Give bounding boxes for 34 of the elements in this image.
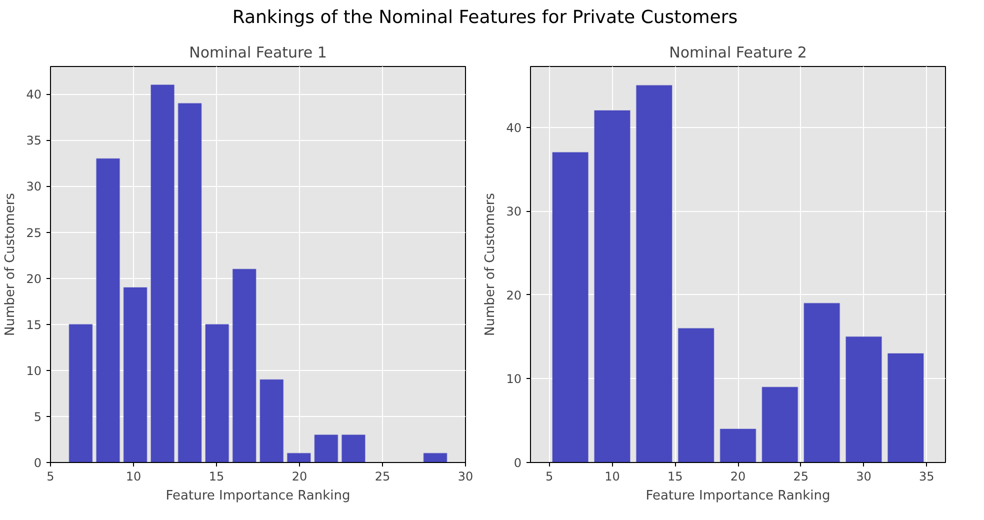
y-tick-label: 25: [26, 226, 42, 240]
x-tick-label: 20: [730, 470, 746, 484]
x-tick-label: 35: [919, 470, 934, 484]
y-tick-label: 40: [26, 88, 42, 102]
y-tick-label: 20: [26, 272, 42, 286]
text: Rankings of the Nominal Features for Private Customers: [232, 6, 738, 30]
y-tick-label: 15: [26, 318, 42, 332]
x-tick-label: 15: [208, 470, 224, 484]
y-tick-label: 0: [34, 456, 42, 470]
x-axis-title: Feature Importance Ranking: [646, 488, 830, 504]
y-tick-label: 10: [506, 372, 522, 386]
x-tick-label: 5: [546, 470, 554, 484]
y-tick-label: 35: [26, 134, 42, 148]
chart-title: Nominal Feature 1: [189, 44, 327, 62]
y-axis-title: Number of Customers: [483, 192, 498, 336]
x-tick-label: 30: [458, 470, 474, 484]
x-tick-label: 30: [856, 470, 872, 484]
y-axis-title: Number of Customers: [3, 192, 18, 336]
x-tick-label: 25: [793, 470, 809, 484]
y-tick-label: 30: [506, 204, 522, 219]
x-tick-label: 5: [46, 470, 54, 484]
x-axis-title: Feature Importance Ranking: [166, 488, 350, 504]
chart-title: Nominal Feature 2: [669, 44, 807, 62]
y-tick-label: 5: [34, 410, 42, 424]
x-tick-label: 10: [126, 470, 142, 484]
x-tick-label: 20: [292, 470, 308, 484]
y-tick-label: 0: [514, 456, 522, 470]
y-tick-label: 10: [26, 364, 42, 378]
y-tick-label: 40: [506, 120, 522, 135]
x-tick-label: 25: [374, 470, 390, 484]
x-tick-label: 10: [604, 470, 620, 484]
y-tick-label: 30: [26, 180, 42, 194]
x-tick-label: 15: [667, 470, 683, 484]
y-tick-label: 20: [506, 288, 522, 302]
